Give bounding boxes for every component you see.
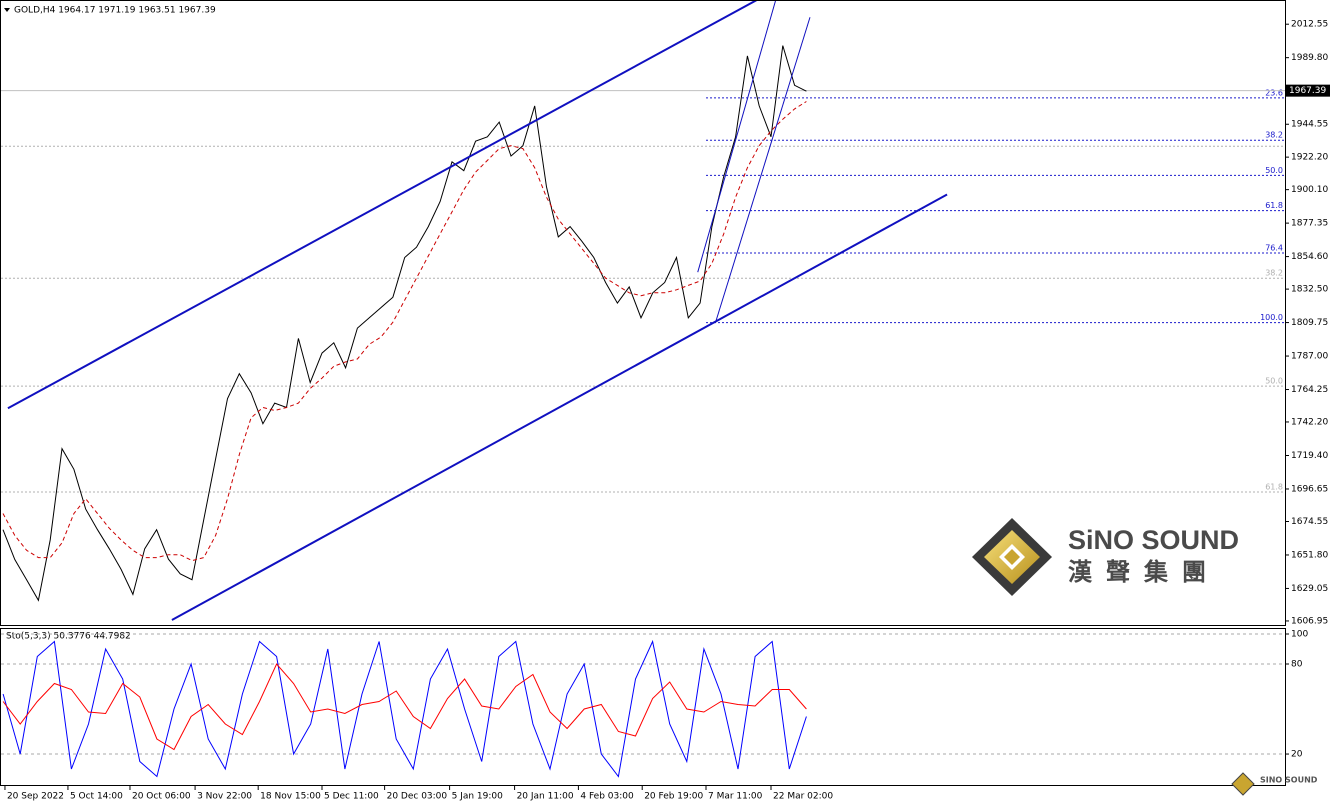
x-tick-label: 20 Dec 03:00 [387,792,448,802]
y-tick-label: 1809.75 [1291,318,1328,328]
x-tick-label: 20 Feb 19:00 [644,792,703,802]
chart-title: GOLD,H4 1964.17 1971.19 1963.51 1967.39 [14,6,216,16]
y-tick-label: 100 [1291,630,1308,640]
y-tick-label: 1944.55 [1291,120,1328,130]
y-tick-label: 1719.40 [1291,451,1328,461]
series-line [2,663,807,751]
y-tick-label: 1651.80 [1291,550,1328,560]
series-line [2,101,807,562]
series-line [2,639,807,778]
y-tick-label: 1674.55 [1291,517,1328,527]
fib-label: 38.2 [1265,269,1283,278]
x-tick-label: 7 Mar 11:00 [708,792,763,802]
indicator-panel [0,628,1286,786]
y-tick-label: 1696.65 [1291,484,1328,494]
fib-label: 50.0 [1265,377,1283,386]
trendline [697,1,776,273]
y-tick-label: 1629.05 [1291,584,1328,594]
y-tick-label: 1922.20 [1291,153,1328,163]
fib-label: 100.0 [1260,313,1283,322]
y-tick-label: 1787.00 [1291,352,1328,362]
y-tick-label: 1764.25 [1291,385,1328,395]
indicator-title: Sto(5,3,3) 50.3776 44.7982 [6,632,131,642]
x-tick-label: 3 Nov 22:00 [197,792,252,802]
x-tick-label: 22 Mar 02:00 [773,792,833,802]
x-tick-label: 18 Nov 15:00 [260,792,321,802]
logo-brand: SiNO SOUND [1068,525,1239,555]
trendline [714,17,811,323]
logo [972,518,1052,596]
corner-logo [1231,772,1255,796]
fib-label: 61.8 [1265,201,1283,210]
x-tick-label: 20 Sep 2022 [7,792,64,802]
y-tick-label: 1900.10 [1291,185,1328,195]
plot-area [2,1,948,621]
y-tick-label: 2012.55 [1291,20,1328,30]
y-tick-label: 1877.35 [1291,219,1328,229]
corner-brand: SINO SOUND [1260,776,1318,785]
current-price-box [1286,84,1330,97]
series-line [2,45,807,602]
fib-label: 50.0 [1265,166,1283,175]
y-tick-label: 80 [1291,660,1303,670]
trendline [7,1,758,410]
fib-label: 23.6 [1265,88,1283,97]
plot-area [2,639,807,778]
y-tick-label: 1989.80 [1291,53,1328,63]
logo-chinese: 漢聲集團 [1068,558,1220,586]
current-price-label: 1967.39 [1289,86,1326,96]
fib-label: 76.4 [1265,244,1283,253]
fib-label: 61.8 [1265,482,1283,491]
trendline [171,193,948,621]
y-tick-label: 1606.95 [1291,616,1328,626]
y-tick-label: 1832.50 [1291,285,1328,295]
fib-label: 38.2 [1265,131,1283,140]
x-tick-label: 5 Jan 19:00 [452,792,504,802]
x-tick-label: 4 Feb 03:00 [580,792,634,802]
y-tick-label: 1742.20 [1291,417,1328,427]
x-tick-label: 20 Jan 11:00 [517,792,574,802]
y-tick-label: 1854.60 [1291,252,1328,262]
collapse-arrow [4,8,10,12]
x-tick-label: 5 Oct 14:00 [70,792,123,802]
y-tick-label: 20 [1291,750,1303,760]
x-tick-label: 5 Dec 11:00 [324,792,379,802]
x-tick-label: 20 Oct 06:00 [132,792,191,802]
